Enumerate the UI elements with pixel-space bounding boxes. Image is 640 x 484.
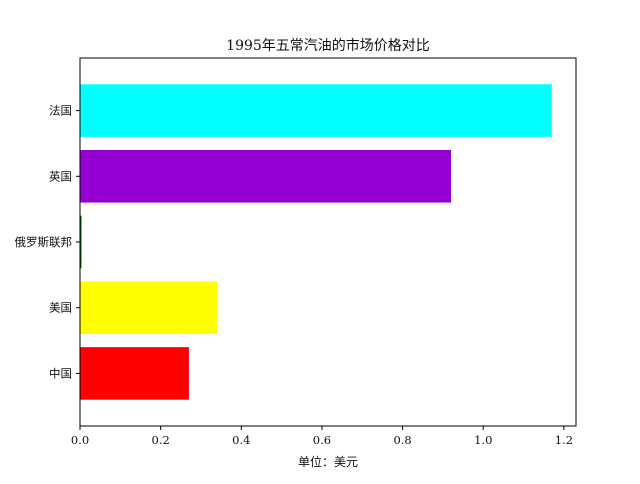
x-tick-label: 1.0	[474, 433, 492, 447]
y-axis-ticks: 中国 美国 俄罗斯联邦 英国 法国	[15, 104, 80, 380]
y-tick-label: 中国	[49, 366, 72, 380]
y-tick-label: 俄罗斯联邦	[15, 235, 73, 249]
x-axis-ticks: 0.0 0.2 0.4 0.6 0.8 1.0 1.2	[71, 426, 573, 447]
chart-title: 1995年五常汽油的市场价格对比	[226, 37, 430, 54]
y-tick-label: 法国	[49, 104, 72, 118]
x-tick-label: 0.6	[313, 433, 331, 447]
bar-4	[80, 150, 451, 203]
bar-3	[80, 215, 82, 269]
x-axis-title: 单位：美元	[298, 454, 358, 469]
bar-1	[80, 347, 189, 400]
bar-2	[80, 281, 218, 334]
x-tick-label: 0.8	[393, 433, 411, 447]
x-tick-label: 1.2	[555, 433, 573, 447]
bar-5	[80, 84, 552, 137]
x-tick-label: 0.0	[71, 433, 89, 447]
y-tick-label: 英国	[49, 169, 72, 183]
bars-group	[80, 84, 552, 400]
y-tick-label: 美国	[49, 301, 72, 315]
x-tick-label: 0.2	[152, 433, 170, 447]
x-tick-label: 0.4	[232, 433, 250, 447]
